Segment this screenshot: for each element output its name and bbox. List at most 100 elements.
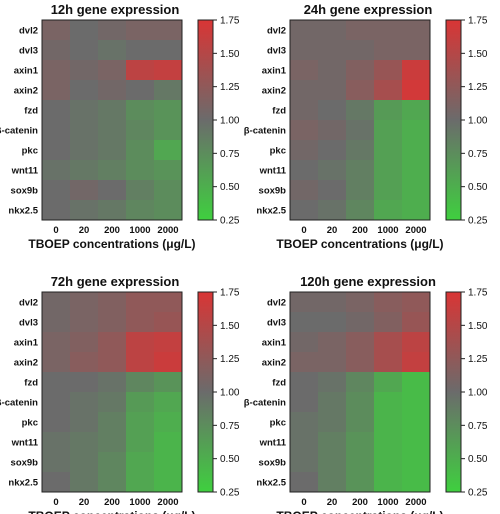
heatmap-cell: [42, 372, 71, 393]
heatmap-cell: [42, 100, 71, 121]
gene-label: axin2: [14, 358, 38, 369]
heatmap-cell: [290, 140, 319, 161]
heatmap-cell: [154, 40, 183, 61]
heatmap-cell: [42, 312, 71, 333]
heatmap-cell: [290, 100, 319, 121]
heatmap-cell: [290, 432, 319, 453]
heatmap-cell: [346, 472, 375, 493]
heatmap-cell: [98, 140, 127, 161]
heatmap-cell: [98, 160, 127, 181]
heatmap-cell: [154, 100, 183, 121]
gene-label: nkx2.5: [256, 206, 286, 217]
colorbar-tick-label: 0.75: [468, 149, 488, 160]
heatmap-cell: [98, 40, 127, 61]
heatmap-cell: [402, 140, 431, 161]
heatmap-cell: [70, 180, 99, 201]
heatmap-cell: [42, 160, 71, 181]
heatmap-cell: [98, 180, 127, 201]
gene-label: dvl2: [19, 298, 38, 309]
x-axis-label: TBOEP concentrations (μg/L): [276, 237, 443, 251]
concentration-tick-label: 1000: [377, 497, 398, 508]
heatmap-cell: [126, 332, 155, 353]
heatmap-cell: [402, 160, 431, 181]
colorbar-tick-label: 1.25: [220, 354, 240, 365]
heatmap-cell: [318, 332, 347, 353]
heatmap-cell: [42, 432, 71, 453]
heatmap-cell: [374, 452, 403, 473]
heatmap-cell: [374, 332, 403, 353]
heatmap-cell: [346, 332, 375, 353]
heatmap-cell: [402, 372, 431, 393]
gene-label: wnt11: [259, 166, 287, 177]
colorbar-tick-label: 1.25: [468, 354, 488, 365]
gene-label: wnt11: [11, 438, 39, 449]
gene-label: axin1: [262, 338, 287, 349]
heatmap-cell: [290, 392, 319, 413]
heatmap-frame: [289, 19, 431, 221]
heatmap-cell: [126, 412, 155, 433]
concentration-tick-label: 200: [352, 225, 368, 236]
heatmap-cell: [402, 80, 431, 101]
heatmap-cell: [154, 352, 183, 373]
heatmap-cell: [70, 472, 99, 493]
gene-label: fzd: [24, 378, 38, 389]
heatmap-cell: [70, 20, 99, 41]
colorbar-tick-label: 1.75: [220, 16, 240, 27]
heatmap-cell: [154, 432, 183, 453]
heatmap-cell: [98, 352, 127, 373]
concentration-tick-label: 20: [79, 497, 90, 508]
heatmap-cell: [346, 160, 375, 181]
heatmap-panel-1: 12h gene expression dvl2 dvl3 axin1 axin2 fzd…: [0, 2, 240, 251]
heatmap-cell: [346, 432, 375, 453]
heatmap-cell: [374, 312, 403, 333]
concentration-tick-label: 20: [327, 225, 338, 236]
heatmap-cell: [346, 180, 375, 201]
heatmap-cell: [402, 432, 431, 453]
heatmap-cell: [42, 412, 71, 433]
concentration-tick-label: 1000: [129, 225, 150, 236]
heatmap-cell: [374, 80, 403, 101]
heatmap-cell: [374, 100, 403, 121]
gene-label: nkx2.5: [8, 478, 38, 489]
panel-title: 120h gene expression: [300, 274, 436, 289]
heatmap-cell: [290, 20, 319, 41]
heatmap-cell: [70, 60, 99, 81]
heatmap-cell: [346, 120, 375, 141]
heatmap-cell: [346, 60, 375, 81]
heatmap-cell: [70, 160, 99, 181]
heatmap-cell: [318, 392, 347, 413]
heatmap-cell: [346, 452, 375, 473]
heatmap-cell: [318, 200, 347, 221]
heatmap-cell: [290, 472, 319, 493]
heatmap-cell: [318, 432, 347, 453]
colorbar-tick-label: 1.00: [468, 388, 488, 399]
heatmap-cell: [374, 60, 403, 81]
heatmap-cell: [290, 412, 319, 433]
heatmap-cell: [98, 392, 127, 413]
colorbar-tick-label: 1.50: [468, 49, 488, 60]
heatmap-cell: [346, 292, 375, 313]
colorbar-tick-label: 0.75: [220, 149, 240, 160]
heatmap-cell: [290, 200, 319, 221]
heatmap-cell: [42, 200, 71, 221]
heatmap-cell: [98, 412, 127, 433]
gene-label: fzd: [272, 378, 286, 389]
gene-label: dvl3: [267, 46, 286, 57]
x-axis-label: TBOEP concentrations (μg/L): [276, 509, 443, 514]
heatmap-cell: [70, 312, 99, 333]
gene-label: β-catenin: [244, 398, 286, 409]
heatmap-cell: [346, 140, 375, 161]
concentration-tick-label: 0: [53, 225, 58, 236]
heatmap-cell: [402, 292, 431, 313]
gene-label: axin2: [262, 358, 286, 369]
concentration-tick-label: 0: [301, 497, 306, 508]
heatmap-cell: [42, 40, 71, 61]
heatmap-cell: [42, 60, 71, 81]
gene-label: pkc: [270, 146, 286, 157]
heatmap-cell: [346, 312, 375, 333]
heatmap-cell: [70, 200, 99, 221]
heatmap-cell: [290, 452, 319, 473]
gene-label: nkx2.5: [8, 206, 38, 217]
heatmap-cell: [42, 292, 71, 313]
